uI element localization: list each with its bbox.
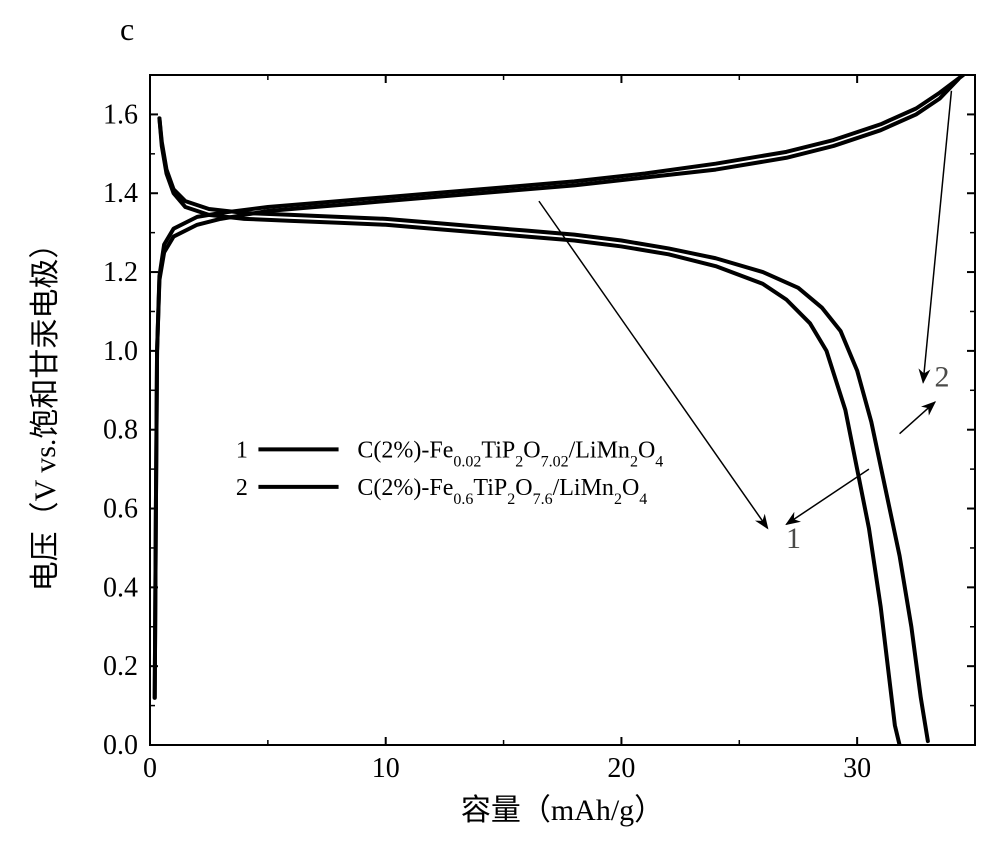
y-tick-label: 0.4 [103,572,138,603]
y-tick-label: 1.6 [103,99,138,130]
x-axis-label: 容量（mAh/g） [461,794,664,827]
y-tick-label: 0.6 [103,494,138,525]
legend-num: 2 [236,475,248,501]
panel-label: c [120,11,134,47]
x-tick-label: 0 [143,753,157,784]
legend-num: 1 [236,437,248,463]
y-tick-label: 0.0 [103,730,138,761]
x-tick-label: 20 [607,753,635,784]
annotation-text: 1 [786,522,801,555]
annotation-text: 2 [935,360,950,393]
y-tick-label: 1.4 [103,178,138,209]
y-axis-label: 电压（V vs.饱和甘汞电极） [29,229,62,592]
y-tick-label: 1.2 [103,257,138,288]
y-tick-label: 0.2 [103,651,138,682]
x-tick-label: 30 [843,753,871,784]
chart-svg: c 0 10 20 30 0.0 0.2 0.4 0.6 0.8 1.0 1.2 1.4 1.6 容量（mA… [0,0,1000,842]
x-tick-label: 10 [372,753,400,784]
y-tick-label: 0.8 [103,415,138,446]
chart-container: c 0 10 20 30 0.0 0.2 0.4 0.6 0.8 1.0 1.2 1.4 1.6 容量（mA… [0,0,1000,842]
y-tick-label: 1.0 [103,336,138,367]
